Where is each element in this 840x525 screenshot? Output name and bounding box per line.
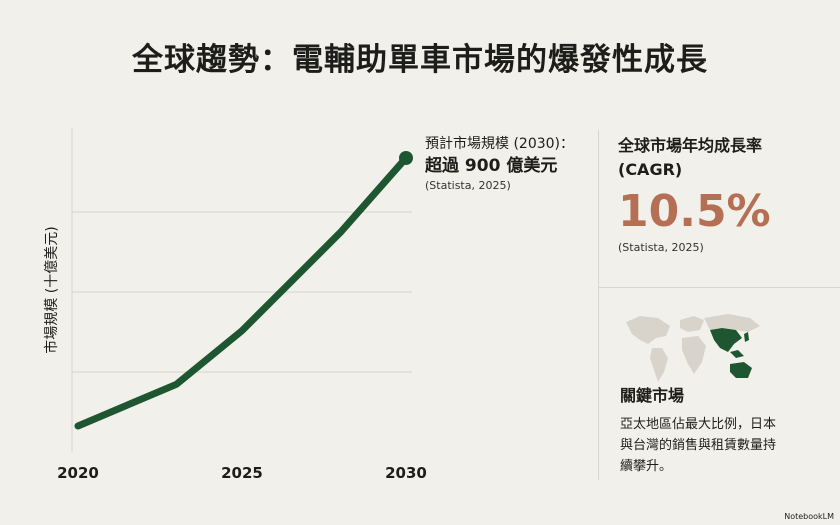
- page-title: 全球趨勢：電輔助單車市場的爆發性成長: [132, 42, 708, 78]
- forecast-value: 超過 900 億美元: [425, 156, 558, 176]
- x-tick-label-2020: 2020: [57, 464, 99, 482]
- x-tick-label-2025: 2025: [221, 464, 263, 482]
- x-tick-labels: 2020 2025 2030: [57, 464, 427, 482]
- forecast-source: (Statista, 2025): [425, 179, 511, 192]
- world-map-icon: [626, 314, 760, 382]
- key-market-body-line-2: 與台灣的銷售與租賃數量持: [620, 438, 777, 453]
- key-market-body-line-1: 亞太地區佔最大比例，日本: [620, 417, 777, 432]
- cagr-panel: 全球市場年均成長率 (CAGR) 10.5% (Statista, 2025): [618, 134, 818, 256]
- market-size-line-chart: 市場規模 (十億美元) 2020 2025 2030: [43, 128, 427, 482]
- panel-divider-vertical: [598, 130, 599, 480]
- key-market-heading: 關鍵市場: [620, 386, 685, 405]
- key-market-body: 亞太地區佔最大比例，日本 與台灣的銷售與租賃數量持 續攀升。: [620, 414, 820, 477]
- cagr-source: (Statista, 2025): [618, 241, 704, 254]
- brand-watermark: NotebookLM: [784, 512, 834, 521]
- end-point-marker: [399, 151, 413, 165]
- cagr-value: 10.5%: [618, 186, 771, 237]
- key-market-panel: 關鍵市場 亞太地區佔最大比例，日本 與台灣的銷售與租賃數量持 續攀升。: [620, 384, 820, 477]
- cagr-heading: 全球市場年均成長率: [618, 136, 763, 155]
- cagr-heading-abbrev: (CAGR): [618, 160, 683, 179]
- x-tick-label-2030: 2030: [385, 464, 427, 482]
- panel-divider-horizontal: [598, 287, 840, 288]
- forecast-label: 預計市場規模 (2030)：: [425, 136, 575, 152]
- forecast-callout: 預計市場規模 (2030)： 超過 900 億美元 (Statista, 202…: [425, 134, 600, 194]
- key-market-body-line-3: 續攀升。: [620, 459, 673, 474]
- market-size-series-line: [74, 154, 410, 430]
- chart-grid: [72, 211, 412, 373]
- y-axis-label: 市場規模 (十億美元): [43, 226, 60, 353]
